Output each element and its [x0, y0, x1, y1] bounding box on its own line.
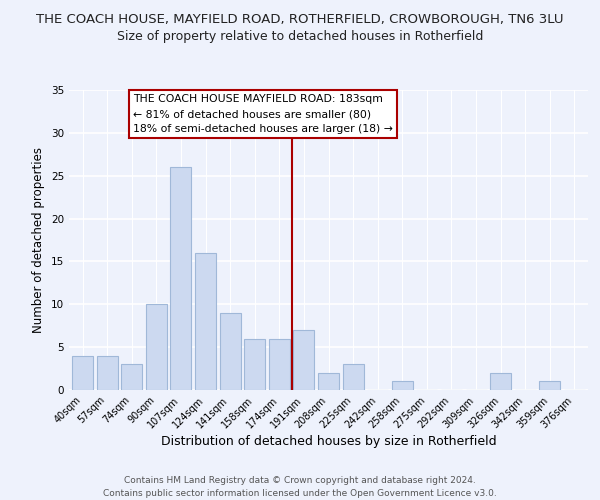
Bar [343, 364, 364, 390]
Bar [490, 373, 511, 390]
Bar [72, 356, 93, 390]
Bar [170, 167, 191, 390]
Text: THE COACH HOUSE, MAYFIELD ROAD, ROTHERFIELD, CROWBOROUGH, TN6 3LU: THE COACH HOUSE, MAYFIELD ROAD, ROTHERFI… [36, 12, 564, 26]
Bar [269, 338, 290, 390]
Bar [97, 356, 118, 390]
Bar [220, 313, 241, 390]
Y-axis label: Number of detached properties: Number of detached properties [32, 147, 46, 333]
X-axis label: Distribution of detached houses by size in Rotherfield: Distribution of detached houses by size … [161, 436, 496, 448]
Bar [539, 382, 560, 390]
Bar [146, 304, 167, 390]
Text: Size of property relative to detached houses in Rotherfield: Size of property relative to detached ho… [117, 30, 483, 43]
Text: THE COACH HOUSE MAYFIELD ROAD: 183sqm
← 81% of detached houses are smaller (80)
: THE COACH HOUSE MAYFIELD ROAD: 183sqm ← … [133, 94, 393, 134]
Bar [318, 373, 339, 390]
Bar [392, 382, 413, 390]
Bar [121, 364, 142, 390]
Text: Contains HM Land Registry data © Crown copyright and database right 2024.
Contai: Contains HM Land Registry data © Crown c… [103, 476, 497, 498]
Bar [244, 338, 265, 390]
Bar [293, 330, 314, 390]
Bar [195, 253, 216, 390]
